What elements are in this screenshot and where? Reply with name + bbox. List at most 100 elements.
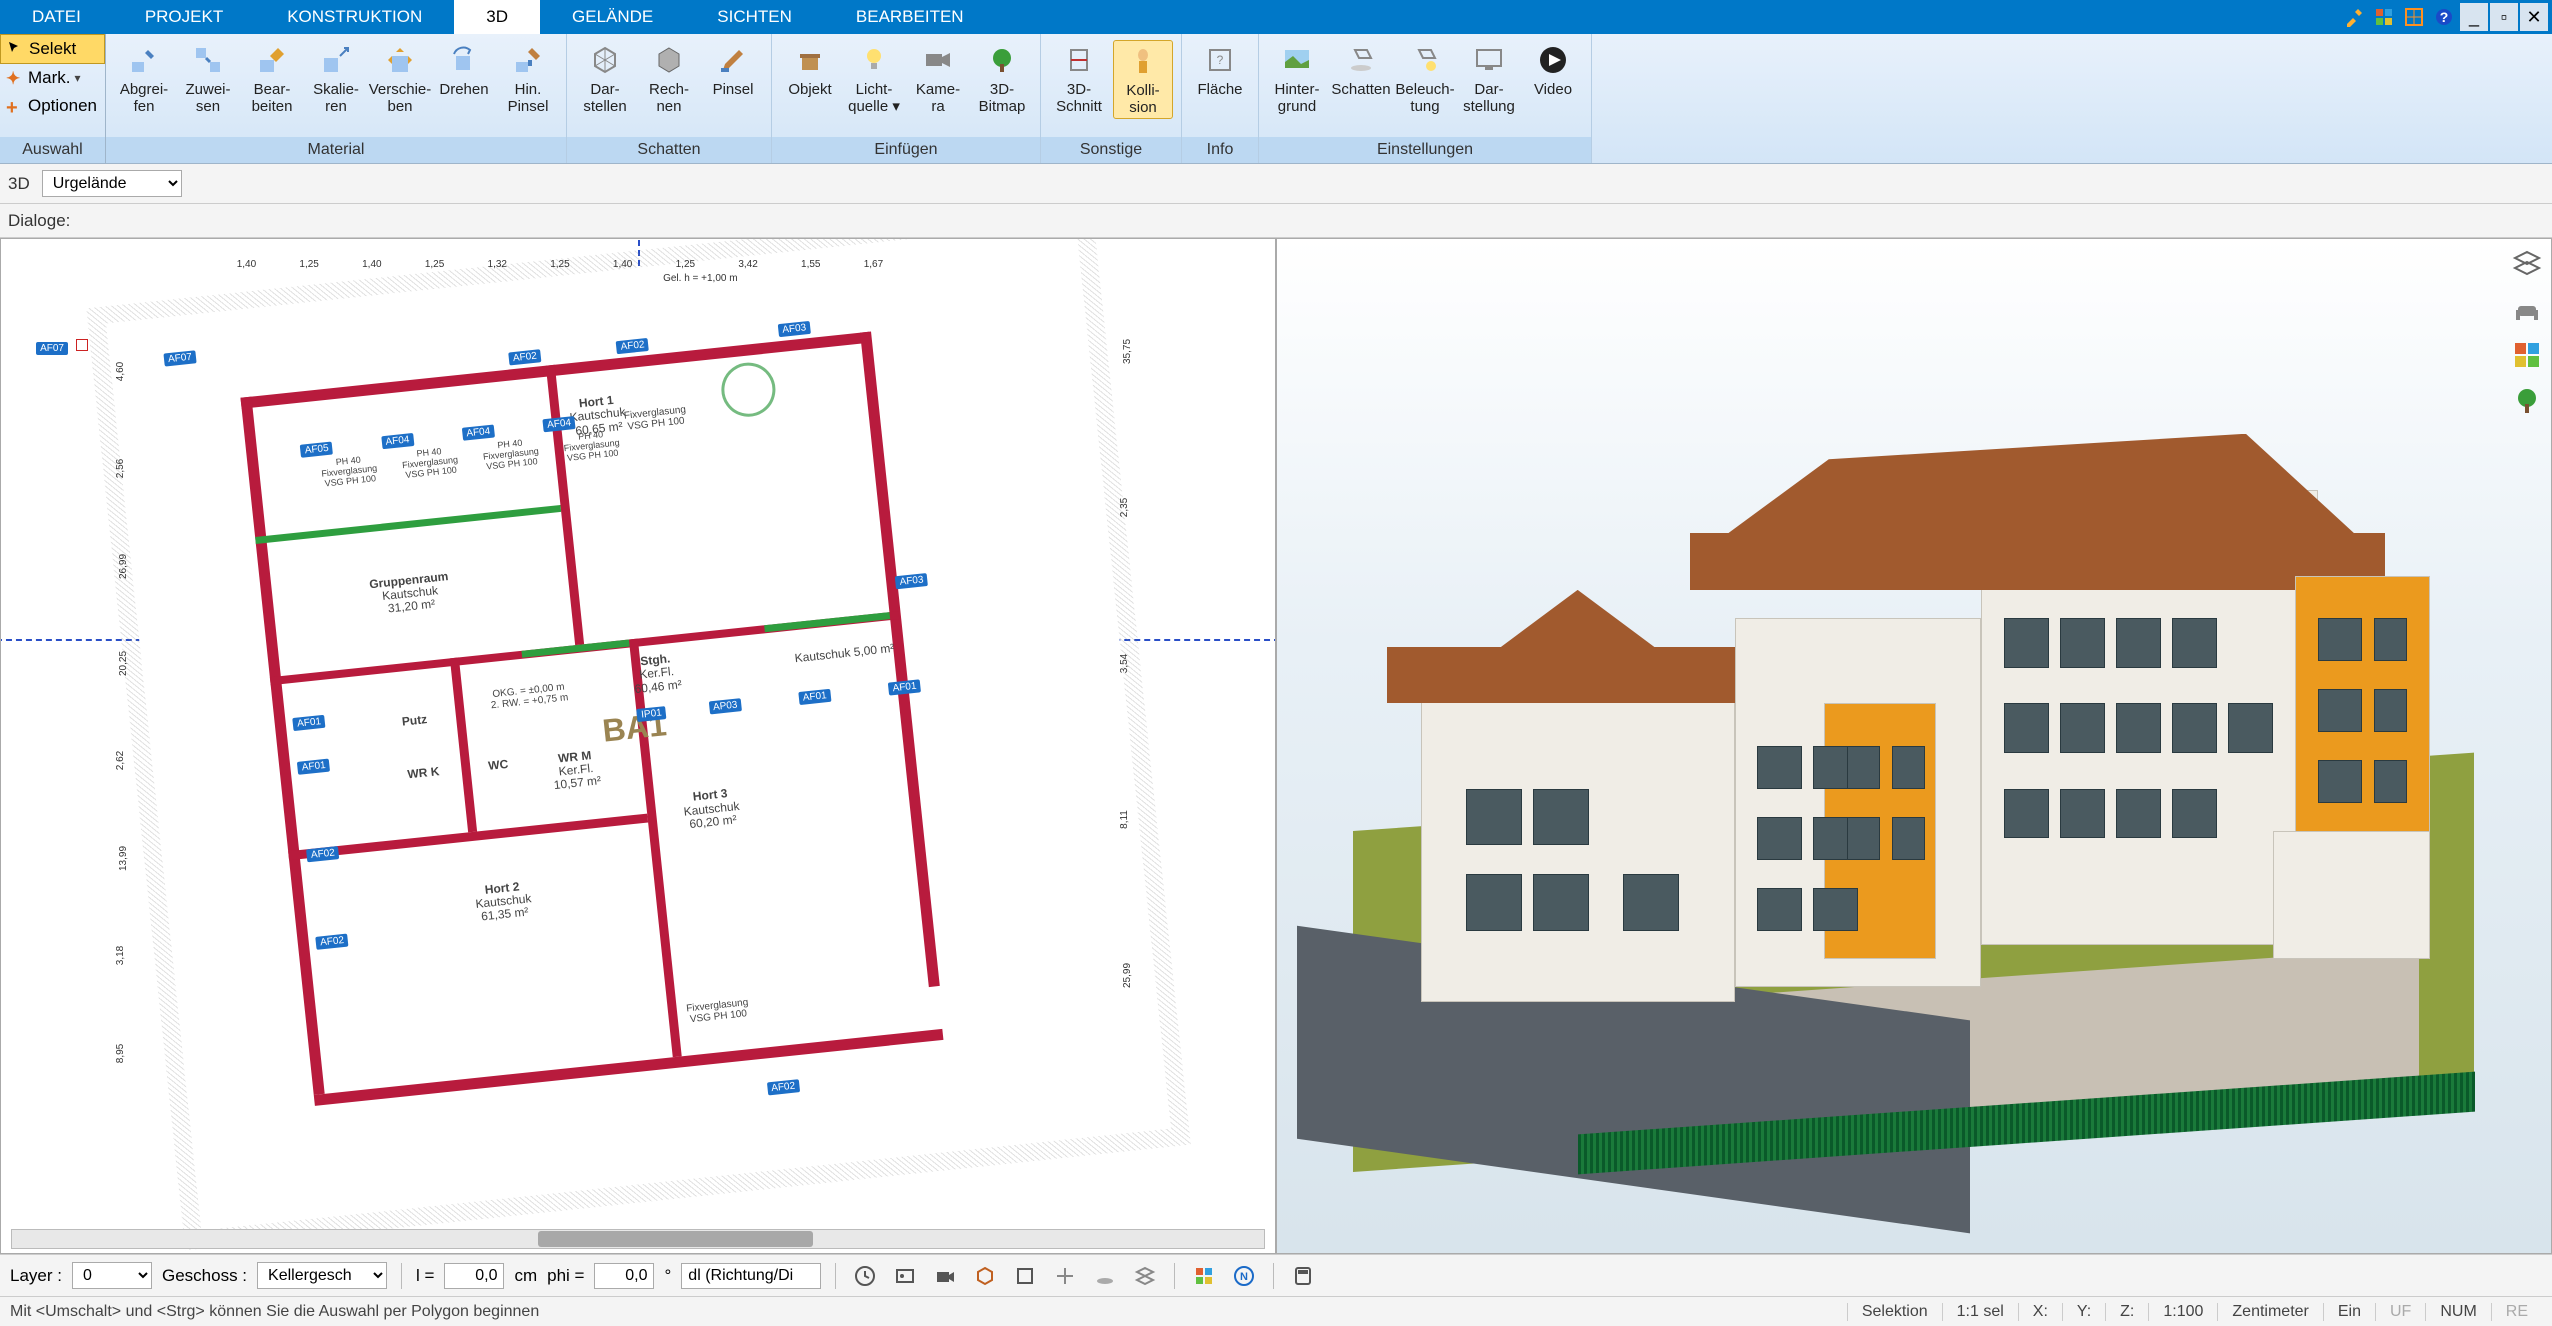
cube-icon[interactable] [970, 1261, 1000, 1291]
menu-tab-projekt[interactable]: PROJEKT [113, 0, 255, 34]
layers2-icon[interactable] [1130, 1261, 1160, 1291]
ribbon-btn-label: Kolli- sion [1126, 83, 1159, 116]
ribbon-btn-drehen[interactable]: Drehen [434, 40, 494, 101]
colors-icon[interactable] [1189, 1261, 1219, 1291]
wireframe-icon[interactable] [1050, 1261, 1080, 1291]
dim-top: 1,25 [299, 259, 318, 270]
ribbon-btn-label: Hinter- grund [1274, 82, 1319, 115]
ribbon-btn-beleuch--tung[interactable]: Beleuch- tung [1395, 40, 1455, 117]
ribbon-icon [651, 42, 687, 78]
ribbon-btn-zuwei--sen[interactable]: Zuwei- sen [178, 40, 238, 117]
grid-icon[interactable] [2400, 3, 2428, 31]
scrollbar-thumb[interactable] [538, 1231, 813, 1247]
minimize-icon[interactable]: _ [2460, 3, 2488, 31]
north-icon[interactable]: N [1229, 1261, 1259, 1291]
dim-left: 26,99 [118, 554, 129, 579]
camera-icon[interactable] [930, 1261, 960, 1291]
floorplan-pane[interactable]: AF07 [0, 238, 1276, 1254]
ribbon-btn-video[interactable]: Video [1523, 40, 1583, 101]
ribbon-btn-kolli--sion[interactable]: Kolli- sion [1113, 40, 1173, 119]
room-label: GruppenraumKautschuk31,20 m² [368, 570, 451, 618]
dim-right: 2,35 [1119, 498, 1130, 517]
ribbon-btn-licht--quelle--[interactable]: Licht- quelle ▾ [844, 40, 904, 117]
status-x: X: [2018, 1303, 2062, 1321]
geschoss-select[interactable]: Kellergesch [257, 1262, 387, 1289]
menu-tab-konstruktion[interactable]: KONSTRUKTION [255, 0, 454, 34]
ribbon-btn-schatten[interactable]: Schatten [1331, 40, 1391, 101]
furniture-icon[interactable] [2507, 289, 2547, 329]
dl-input[interactable] [681, 1263, 821, 1289]
window [2228, 703, 2273, 753]
ribbon-btn-hin.-pinsel[interactable]: Hin. Pinsel [498, 40, 558, 117]
menu-tab-3d[interactable]: 3D [454, 0, 540, 34]
marker-square [76, 339, 88, 351]
ribbon-group-material: Abgrei- fenZuwei- senBear- beiten Skalie-… [106, 34, 567, 163]
svg-text:?: ? [2440, 9, 2449, 25]
ribbon-btn-dar--stellung[interactable]: Dar- stellung [1459, 40, 1519, 117]
ribbon-icon: ? [1202, 42, 1238, 78]
ribbon-btn-3d--bitmap[interactable]: 3D- Bitmap [972, 40, 1032, 117]
color-grid-icon[interactable] [2507, 335, 2547, 375]
dialog-toolbar: Dialoge: [0, 204, 2552, 238]
glazing-label: PH 40 Fixverglasung VSG PH 100 [319, 454, 378, 489]
ribbon-btn-hinter--grund[interactable]: Hinter- grund [1267, 40, 1327, 117]
dim-right: 25,99 [1122, 963, 1133, 988]
status-ein: Ein [2323, 1303, 2375, 1321]
menu-tab-datei[interactable]: DATEI [0, 0, 113, 34]
ribbon-btn-label: Video [1534, 82, 1572, 99]
layer-select[interactable]: 0 [72, 1262, 152, 1289]
ribbon-btn-kame--ra[interactable]: Kame- ra [908, 40, 968, 117]
plus-orange-icon: ✦ [6, 69, 24, 87]
ribbon-btn-label: Beleuch- tung [1395, 82, 1454, 115]
ribbon-btn-objekt[interactable]: Objekt [780, 40, 840, 101]
shadow-icon[interactable] [1090, 1261, 1120, 1291]
phi-input[interactable] [594, 1263, 654, 1289]
menubar: DATEI PROJEKT KONSTRUKTION 3D GELÄNDE SI… [0, 0, 2552, 34]
mark-button[interactable]: ✦ Mark. ▾ [0, 64, 105, 92]
3d-view-pane[interactable] [1276, 238, 2552, 1254]
optionen-button[interactable]: + Optionen [0, 92, 105, 120]
calc-icon[interactable] [1288, 1261, 1318, 1291]
floorplan-scrollbar[interactable] [11, 1229, 1265, 1249]
ortho-icon[interactable] [1010, 1261, 1040, 1291]
ribbon-btn-pinsel[interactable]: Pinsel [703, 40, 763, 101]
ribbon-btn-dar--stellen[interactable]: Dar- stellen [575, 40, 635, 117]
ribbon-btn-rech--nen[interactable]: Rech- nen [639, 40, 699, 117]
menu-tab-gelaende[interactable]: GELÄNDE [540, 0, 685, 34]
window [2004, 703, 2049, 753]
ribbon-btn-abgrei--fen[interactable]: Abgrei- fen [114, 40, 174, 117]
tree-icon[interactable] [2507, 381, 2547, 421]
clock-icon[interactable] [850, 1261, 880, 1291]
render-icon[interactable] [890, 1261, 920, 1291]
ribbon-btn-label: Hin. Pinsel [508, 82, 549, 115]
view-select[interactable]: Urgelände [42, 170, 182, 197]
auswahl-group-label: Auswahl [0, 137, 105, 163]
maximize-icon[interactable]: ▫ [2490, 3, 2518, 31]
palette-icon[interactable] [2370, 3, 2398, 31]
ribbon-btn-3d--schnitt[interactable]: 3D- Schnitt [1049, 40, 1109, 117]
close-icon[interactable]: ✕ [2520, 3, 2548, 31]
cursor-icon [7, 40, 25, 58]
tools-icon[interactable] [2340, 3, 2368, 31]
mark-label: Mark. [28, 68, 71, 88]
ribbon-btn-fläche[interactable]: ?Fläche [1190, 40, 1250, 101]
menu-tab-sichten[interactable]: SICHTEN [685, 0, 824, 34]
ribbon-btn-bear--beiten[interactable]: Bear- beiten [242, 40, 302, 117]
glazing-label: PH 40 Fixverglasung VSG PH 100 [481, 437, 540, 472]
ribbon-btn-label: Skalie- ren [313, 82, 359, 115]
window [2172, 789, 2217, 839]
ribbon-btn-label: Pinsel [713, 82, 754, 99]
ribbon-group-label: Sonstige [1041, 137, 1181, 163]
floorplan-canvas: AF07 [11, 249, 1265, 1223]
layers-icon[interactable] [2507, 243, 2547, 283]
status-unit: Zentimeter [2217, 1303, 2322, 1321]
window [2060, 618, 2105, 668]
help-icon[interactable]: ? [2430, 3, 2458, 31]
menu-tab-bearbeiten[interactable]: BEARBEITEN [824, 0, 996, 34]
selekt-button[interactable]: Selekt [0, 34, 105, 64]
length-input[interactable] [444, 1263, 504, 1289]
separator [401, 1263, 402, 1289]
ribbon-btn-skalie--ren[interactable]: Skalie- ren [306, 40, 366, 117]
room-label: WR K [406, 765, 441, 795]
ribbon-btn-verschie--ben[interactable]: Verschie- ben [370, 40, 430, 117]
